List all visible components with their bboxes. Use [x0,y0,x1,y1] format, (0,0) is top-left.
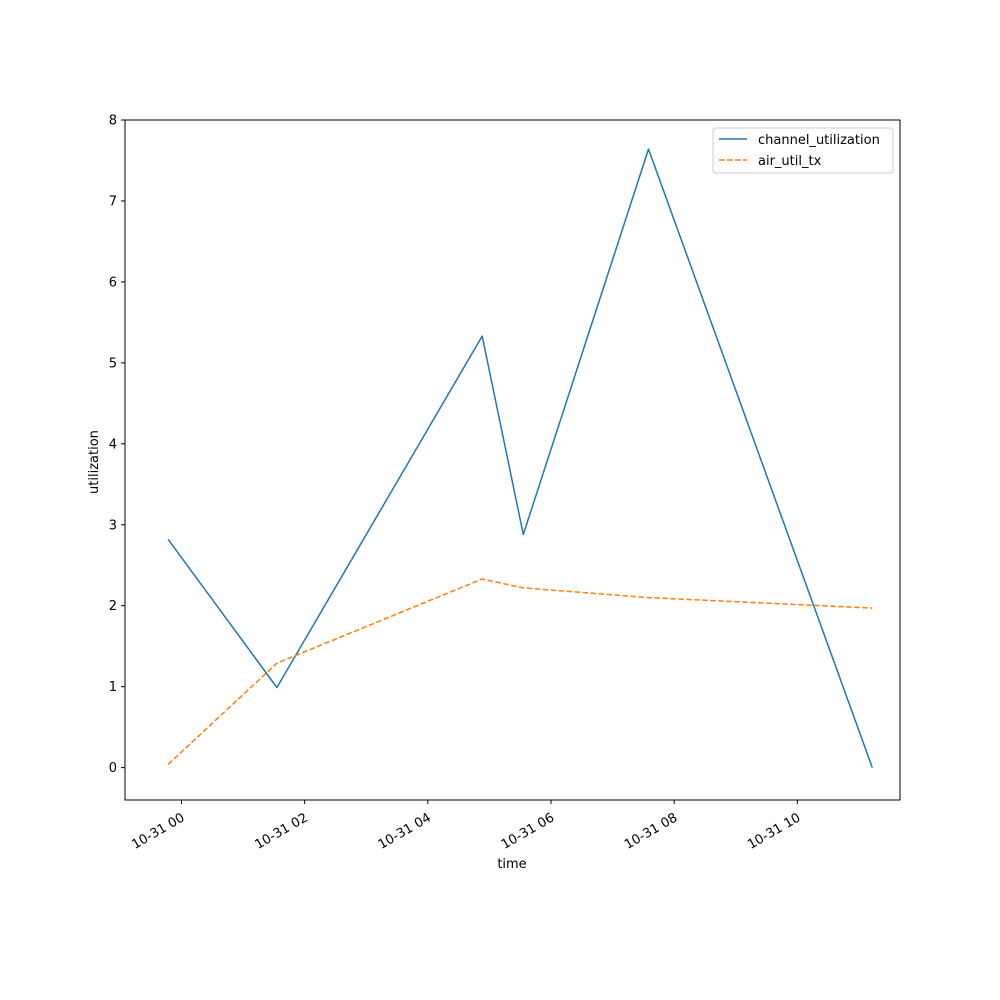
y-tick-label: 4 [109,437,117,452]
y-axis-label: utilization [87,430,102,494]
x-tick-label: 10-31 10 [745,810,803,852]
x-tick-label: 10-31 04 [376,810,434,852]
y-tick-label: 8 [109,114,117,129]
y-tick-label: 7 [109,194,117,209]
y-axis: 0 1 2 3 4 5 6 7 8 [109,114,125,776]
legend-box [712,127,894,174]
y-tick-label: 0 [109,761,117,776]
x-tick-label: 10-31 00 [129,810,187,852]
x-axis-label: time [497,857,526,872]
x-tick-label: 10-31 06 [499,810,557,852]
y-tick-label: 2 [109,599,117,614]
x-tick-label: 10-31 02 [253,810,311,852]
plot-frame [124,119,901,801]
series-line-channel-utilization [167,148,874,768]
y-tick-label: 6 [109,275,117,290]
legend-label-air-util-tx: air_util_tx [758,154,822,169]
series-line-air-util-tx [167,578,873,765]
x-axis: 10-31 00 10-31 02 10-31 04 10-31 06 10-31 08… [129,800,803,853]
y-tick-label: 3 [109,518,117,533]
legend-label-channel-utilization: channel_utilization [758,133,880,148]
plot-lines [167,148,874,768]
y-tick-label: 5 [109,356,117,371]
x-tick-label: 10-31 08 [622,810,680,852]
y-tick-label: 1 [109,680,117,695]
legend: channel_utilization air_util_tx [712,127,894,174]
